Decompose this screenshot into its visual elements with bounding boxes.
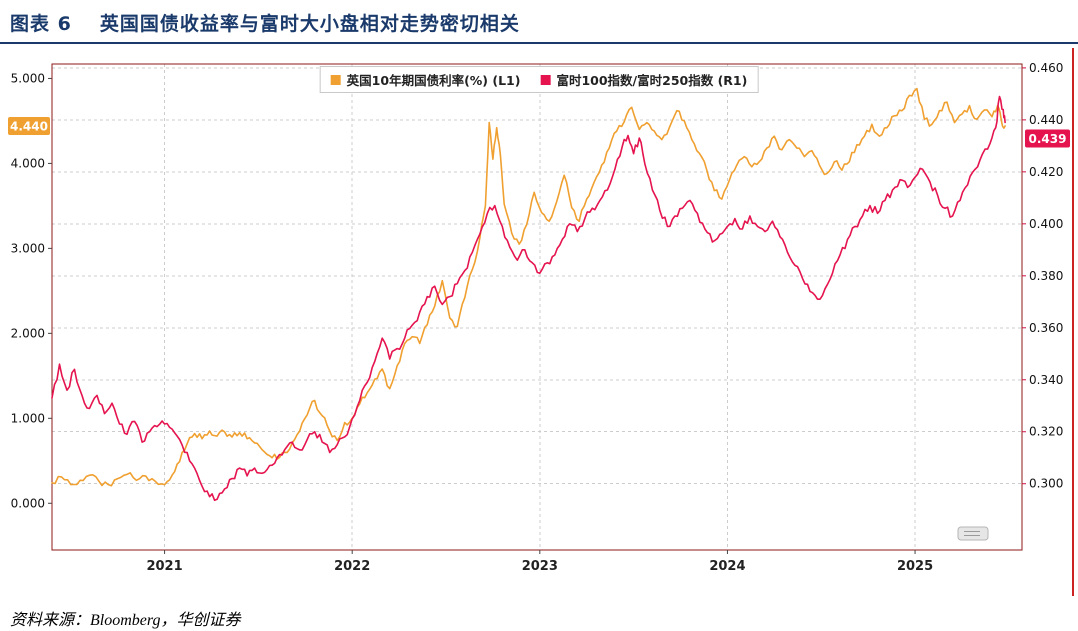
dual-axis-line-chart: 0.000 1.000 2.000 3.000 4.000 5.000 0.300 0.320… <box>8 61 1070 574</box>
x-axis-year-label: 2023 <box>522 559 558 574</box>
right-axis-tick-label: 0.340 <box>1029 373 1063 387</box>
right-axis-tick-label: 0.300 <box>1029 477 1063 491</box>
chart-scrollbar-widget <box>957 526 989 541</box>
chart-legend: 英国10年期国债利率(%) (L1) 富时100指数/富时250指数 (R1) <box>319 66 759 93</box>
right-axis: 0.300 0.320 0.340 0.360 0.380 0.400 0.420 0.440… <box>1022 61 1063 491</box>
left-axis-tick-label: 3.000 <box>11 241 45 255</box>
x-axis-year-label: 2022 <box>334 559 370 574</box>
figure-header: 图表 6 英国国债收益率与富时大小盘相对走势密切相关 <box>0 0 1078 44</box>
x-axis-year-label: 2021 <box>146 559 182 574</box>
x-axis-year-label: 2024 <box>709 559 745 574</box>
x-axis-year-label: 2025 <box>897 559 933 574</box>
gridlines <box>52 64 1022 550</box>
left-axis: 0.000 1.000 2.000 3.000 4.000 5.000 <box>11 71 52 510</box>
svg-text:0.439: 0.439 <box>1029 132 1067 146</box>
legend-swatch-orange-icon <box>330 74 341 85</box>
right-axis-tick-label: 0.380 <box>1029 269 1063 283</box>
right-axis-tick-label: 0.320 <box>1029 425 1063 439</box>
legend-item-gilt-yield: 英国10年期国债利率(%) (L1) <box>330 70 521 89</box>
left-axis-tick-label: 4.000 <box>11 156 45 170</box>
plot-frame <box>51 63 1023 551</box>
figure-source: 资料来源：Bloomberg，华创证券 <box>0 596 1078 630</box>
legend-swatch-red-icon <box>540 74 551 85</box>
x-axis: 2021 2022 2023 2024 2025 <box>146 550 933 574</box>
right-axis-tick-label: 0.460 <box>1029 61 1063 75</box>
legend-label-gilt-yield: 英国10年期国债利率(%) (L1) <box>346 73 521 88</box>
right-last-value-badge: 0.439 <box>1025 129 1070 148</box>
legend-label-ftse-ratio: 富时100指数/富时250指数 (R1) <box>556 73 748 88</box>
source-text: 资料来源：Bloomberg，华创证券 <box>10 612 241 629</box>
right-axis-tick-label: 0.440 <box>1029 113 1063 127</box>
series-line-right <box>51 95 1006 502</box>
figure-title: 英国国债收益率与富时大小盘相对走势密切相关 <box>99 13 520 35</box>
figure-number: 图表 6 <box>10 13 72 35</box>
svg-text:4.440: 4.440 <box>10 120 48 134</box>
left-axis-tick-label: 1.000 <box>11 411 45 425</box>
right-axis-tick-label: 0.360 <box>1029 321 1063 335</box>
right-axis-tick-label: 0.400 <box>1029 217 1063 231</box>
left-axis-tick-label: 0.000 <box>11 496 45 510</box>
left-last-value-badge: 4.440 <box>8 117 50 136</box>
legend-item-ftse-ratio: 富时100指数/富时250指数 (R1) <box>540 70 747 89</box>
series-line-left <box>51 87 1006 487</box>
left-axis-tick-label: 5.000 <box>11 71 45 85</box>
right-axis-tick-label: 0.420 <box>1029 165 1063 179</box>
chart-area: 英国10年期国债利率(%) (L1) 富时100指数/富时250指数 (R1) … <box>6 48 1074 596</box>
left-axis-tick-label: 2.000 <box>11 326 45 340</box>
